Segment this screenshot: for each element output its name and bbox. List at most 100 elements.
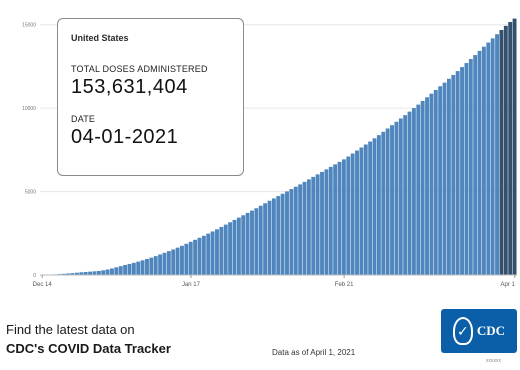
bar	[337, 161, 342, 275]
bar	[320, 171, 324, 275]
bar	[88, 271, 93, 275]
bar	[355, 150, 359, 275]
bar	[66, 273, 71, 275]
y-tick-label: 5000	[25, 190, 36, 196]
bar	[324, 169, 329, 275]
x-tick-label: Feb 21	[335, 282, 354, 288]
cdc-logo-text: CDC	[476, 323, 506, 338]
bar	[481, 46, 486, 275]
bar	[398, 118, 403, 275]
x-tick-label: Dec 14	[33, 282, 53, 288]
bar	[280, 193, 285, 275]
bar	[92, 271, 97, 275]
cdc-logo: ✓ CDC	[441, 309, 517, 353]
bar	[306, 179, 311, 275]
bar	[486, 42, 491, 275]
bar	[114, 267, 119, 275]
bar	[145, 258, 149, 275]
bar	[368, 141, 373, 275]
bar	[407, 111, 412, 275]
bar	[341, 159, 346, 275]
y-tick-label: 15000	[22, 23, 36, 29]
bar	[420, 100, 425, 275]
bar	[446, 78, 451, 275]
bar	[79, 272, 84, 275]
bar	[359, 147, 364, 275]
x-tick-label: Apr 1	[500, 282, 515, 288]
bar	[302, 181, 307, 275]
bar	[512, 18, 517, 275]
bar	[263, 203, 268, 275]
bar	[328, 166, 333, 275]
bar	[460, 67, 464, 275]
bar	[83, 271, 88, 275]
bar	[158, 254, 163, 275]
date-label: DATE	[71, 114, 96, 124]
bar	[136, 261, 141, 275]
bar	[153, 256, 158, 275]
bar	[171, 249, 176, 275]
bar	[61, 273, 66, 275]
bar	[219, 226, 224, 275]
bar	[201, 235, 206, 275]
bar	[250, 210, 254, 275]
bar	[333, 164, 338, 275]
bar	[289, 189, 294, 275]
bar	[131, 262, 136, 275]
bar	[140, 260, 145, 275]
bar	[433, 89, 438, 275]
bar	[468, 59, 473, 276]
bar	[245, 212, 250, 275]
bar	[403, 115, 408, 275]
bar	[232, 219, 237, 275]
bar	[464, 63, 469, 275]
bar	[390, 125, 394, 276]
bar	[381, 131, 386, 275]
bar	[372, 138, 377, 275]
bar	[96, 270, 101, 275]
doses-label: TOTAL DOSES ADMINISTERED	[71, 64, 208, 74]
bar	[477, 50, 482, 275]
bar	[123, 264, 128, 275]
bar	[254, 208, 259, 275]
bar	[425, 97, 429, 275]
bar	[175, 247, 180, 275]
bar	[75, 272, 79, 275]
bar	[363, 144, 368, 275]
bar	[210, 231, 215, 275]
bar	[236, 217, 241, 275]
date-value: 04-01-2021	[71, 126, 179, 148]
bar	[101, 270, 106, 275]
doses-value: 153,631,404	[71, 76, 188, 98]
bar	[350, 153, 355, 275]
bar	[385, 128, 390, 275]
bar	[490, 38, 495, 276]
bar	[267, 200, 272, 275]
bar	[394, 121, 399, 275]
location-label: United States	[71, 33, 129, 43]
bar	[451, 74, 456, 275]
bar	[228, 222, 233, 275]
promo-line-1: Find the latest data on	[6, 322, 135, 337]
bar	[188, 241, 193, 275]
bar	[346, 156, 351, 275]
bar	[499, 30, 504, 276]
bar	[206, 233, 211, 275]
bar	[315, 174, 320, 275]
bar	[298, 184, 303, 275]
bar	[127, 263, 132, 275]
bar	[271, 198, 276, 275]
y-tick-label: 10000	[22, 106, 36, 112]
bar	[276, 196, 281, 275]
bar	[411, 108, 416, 276]
bar	[105, 269, 110, 275]
bar	[241, 215, 246, 275]
bar	[258, 205, 263, 275]
doses-chart: 0 5000 10000 15000 Dec 14 Jan 17 Feb 21 Apr 1	[22, 18, 517, 288]
bar	[495, 34, 499, 276]
bar	[285, 191, 289, 275]
bar	[442, 82, 447, 275]
bar	[429, 93, 434, 275]
bar	[180, 245, 184, 275]
tracker-promo[interactable]: Find the latest data on CDC's COVID Data…	[6, 320, 171, 358]
